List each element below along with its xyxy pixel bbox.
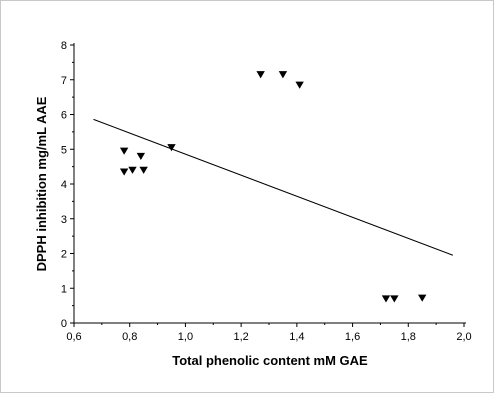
data-point	[256, 71, 265, 79]
data-point	[119, 168, 129, 176]
data-point	[139, 166, 148, 174]
y-axis-title: DPPH inhibition mg/mL AAE	[34, 96, 49, 271]
y-tick-label: 1	[61, 283, 67, 295]
x-tick-label: 1,2	[233, 331, 248, 343]
y-tick-label: 0	[61, 318, 67, 330]
x-tick-label: 1,6	[345, 331, 360, 343]
x-tick-label: 1,4	[289, 331, 304, 343]
y-tick-label: 7	[61, 75, 67, 87]
data-point	[295, 81, 304, 89]
y-tick-label: 2	[61, 249, 67, 261]
data-point	[390, 295, 399, 303]
data-point	[278, 71, 288, 79]
x-tick-label: 2,0	[456, 331, 471, 343]
trendline	[93, 118, 454, 256]
x-axis-title: Total phenolic content mM GAE	[172, 353, 368, 368]
y-tick-label: 3	[61, 214, 67, 226]
data-point	[381, 295, 391, 303]
x-tick-label: 1,0	[178, 331, 193, 343]
y-tick-label: 5	[61, 144, 67, 156]
y-tick-label: 6	[61, 110, 67, 122]
data-point	[418, 294, 427, 302]
x-axis: 0,6 0,8 1,0 1,2 1,4 1,6 1,8 2,0	[66, 322, 472, 343]
y-axis: 0 1 2 3 4 5 6 7 8	[61, 40, 75, 330]
trendline-group	[93, 118, 454, 256]
y-tick-label: 8	[61, 40, 67, 52]
data-points	[119, 71, 427, 303]
x-tick-label: 1,8	[401, 331, 416, 343]
y-tick-label: 4	[61, 179, 67, 191]
x-tick-label: 0,8	[122, 331, 137, 343]
data-point	[136, 152, 146, 160]
x-tick-label: 0,6	[66, 331, 81, 343]
data-point	[167, 144, 176, 152]
data-point	[119, 147, 129, 155]
data-point	[128, 166, 137, 174]
